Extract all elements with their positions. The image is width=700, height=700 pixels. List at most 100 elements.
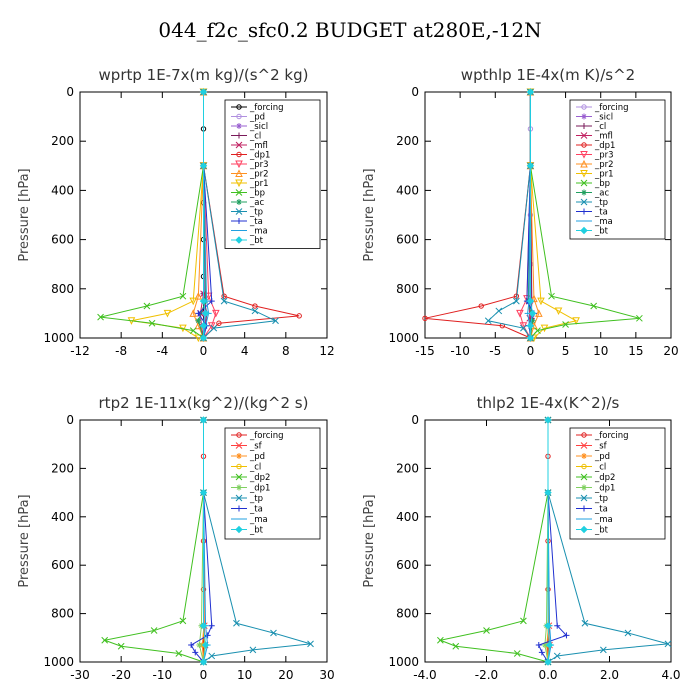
legend-marker [235, 179, 243, 188]
data-point [554, 622, 561, 629]
legend-marker [236, 432, 242, 438]
legend-marker [236, 218, 242, 224]
y-tick-label: 200 [51, 461, 74, 475]
y-tick-label: 600 [51, 558, 74, 572]
legend-marker [580, 159, 588, 168]
legend-marker [581, 208, 587, 215]
data-point [189, 297, 198, 306]
legend-marker [580, 170, 588, 178]
data-point [513, 297, 520, 305]
x-tick-label: -5 [489, 344, 501, 358]
chart-panel-1: wprtp 1E-7x(m kg)/(s^2 kg) Pressure [hPa]… [17, 66, 335, 358]
series-line [131, 92, 204, 339]
series-ta [535, 417, 570, 665]
data-point [249, 646, 257, 654]
legend-marker [236, 505, 242, 512]
legend-marker [581, 432, 587, 438]
legend-label: _cl [249, 132, 261, 142]
data-point [526, 162, 535, 170]
figure-title: 044_f2c_sfc0.2 BUDGET at280E,-12N [158, 18, 542, 42]
legend-label: _forcing [249, 103, 284, 113]
series-line [102, 420, 204, 663]
series-bt [544, 416, 554, 666]
legend-label: _pr1 [249, 179, 269, 189]
legend-marker [580, 494, 588, 502]
x-tick-label: -30 [70, 668, 90, 682]
legend-label: _forcing [594, 431, 629, 441]
legend-label: _sicl [594, 113, 613, 123]
legend-marker [581, 463, 587, 470]
data-point [199, 334, 208, 342]
legend-box [569, 427, 666, 540]
y-tick-label: 800 [51, 282, 74, 296]
x-tick-label: -10 [450, 344, 470, 358]
legend-label: _bt [594, 526, 609, 536]
legend: _forcing_sicl_cl_mfl_dp1_pr3_pr2_pr1_bp_… [569, 99, 666, 240]
legend-marker [580, 198, 588, 206]
data-point [495, 307, 503, 315]
data-point [199, 416, 208, 424]
data-point [484, 317, 492, 325]
data-point [194, 292, 203, 300]
data-point [199, 162, 208, 170]
legend-label: _pd [249, 452, 265, 462]
x-tick-label: -2.0 [475, 668, 498, 682]
legend-label: _pr3 [249, 160, 269, 170]
legend-marker [236, 463, 242, 470]
y-tick-label: 0 [411, 413, 419, 427]
x-tick-label: -15 [415, 344, 435, 358]
legend-marker [580, 442, 588, 449]
legend-label: _ac [594, 189, 609, 199]
y-tick-label: 1000 [388, 655, 419, 669]
data-point [199, 321, 208, 330]
legend-label: _cl [249, 463, 261, 473]
x-tick-label: -20 [111, 668, 131, 682]
legend: _forcing_sf_pd_cl_dp2_dp1_tp_ta_ma_bt [224, 427, 321, 540]
data-point [143, 302, 151, 310]
legend-label: _ta [594, 505, 608, 515]
legend-label: _pd [249, 113, 265, 123]
y-tick-label: 400 [51, 510, 74, 524]
series-tp [544, 416, 672, 666]
data-point [188, 642, 195, 649]
y-tick-label: 1000 [43, 655, 74, 669]
data-point [553, 652, 561, 660]
legend-label: _pd [594, 452, 610, 462]
data-point [207, 322, 216, 330]
data-point [204, 632, 211, 639]
legend-marker [235, 208, 243, 215]
legend-label: _ac [249, 198, 264, 208]
y-tick-label: 200 [396, 134, 419, 148]
data-point [563, 632, 570, 639]
legend-label: _bt [594, 227, 609, 237]
legend-label: _bp [249, 189, 265, 199]
data-point [148, 319, 156, 327]
legend-marker [235, 141, 243, 149]
x-tick-label: -4.0 [413, 668, 436, 682]
legend-marker [580, 179, 588, 187]
data-point [199, 88, 208, 96]
y-tick-label: 200 [51, 134, 74, 148]
y-tick-label: 400 [51, 183, 74, 197]
data-point [210, 324, 218, 332]
data-point [624, 629, 632, 637]
data-point [233, 619, 240, 627]
data-point [192, 649, 199, 656]
y-tick-label: 400 [396, 183, 419, 197]
legend-label: _ma [594, 515, 613, 525]
chart-panel-4: thlp2 1E-4x(K^2)/s Pressure [hPa] -4.0 -2.0… [362, 394, 681, 682]
panel-title: rtp2 1E-11x(kg^2)/(kg^2 s) [99, 394, 309, 412]
y-tick-label: 800 [51, 607, 74, 621]
data-point [422, 315, 428, 322]
series-line [529, 92, 640, 339]
legend-label: _ta [594, 208, 608, 218]
legend-marker [235, 169, 243, 177]
x-tick-label: 4.0 [661, 668, 680, 682]
legend-label: _tp [594, 198, 608, 208]
legend-label: _pr2 [249, 170, 269, 180]
data-point [516, 309, 524, 318]
data-point [664, 640, 672, 648]
data-point [526, 88, 535, 96]
legend-label: _tp [249, 208, 263, 218]
x-tick-label: 8 [282, 344, 290, 358]
